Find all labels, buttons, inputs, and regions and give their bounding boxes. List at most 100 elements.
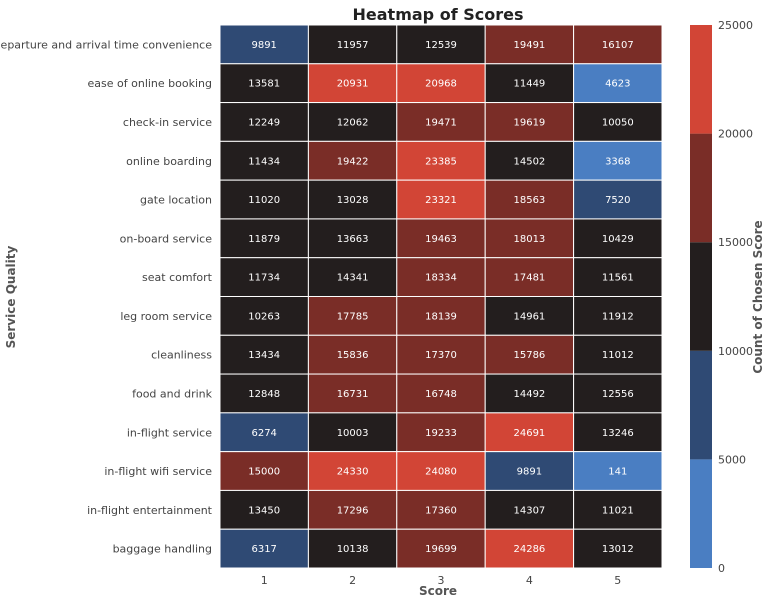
cell-value-label: 19233 — [425, 428, 457, 439]
row-label: in-flight entertainment — [87, 504, 213, 517]
row-label: check-in service — [123, 116, 212, 129]
heatmap-cell — [396, 528, 486, 569]
cell-value-label: 6274 — [251, 428, 276, 439]
cell-value-label: 9891 — [251, 40, 276, 51]
heatmap-cell — [396, 373, 486, 414]
cell-value-label: 14307 — [513, 505, 545, 516]
heatmap-cell — [219, 257, 309, 298]
colorbar — [690, 25, 712, 568]
cell-value-label: 17360 — [425, 505, 457, 516]
heatmap-cell — [573, 218, 663, 259]
cell-value-label: 17785 — [337, 311, 369, 322]
cell-value-label: 15836 — [337, 350, 369, 361]
cell-value-label: 16731 — [337, 389, 369, 400]
heatmap-cell — [307, 140, 398, 181]
cell-value-label: 10050 — [602, 117, 634, 128]
cell-value-label: 18563 — [513, 195, 545, 206]
cell-value-label: 15786 — [513, 350, 545, 361]
column-label: 1 — [261, 574, 268, 587]
cell-value-label: 13434 — [248, 350, 280, 361]
cell-value-label: 11021 — [602, 505, 634, 516]
heatmap-cell — [219, 412, 309, 453]
cell-value-label: 23385 — [425, 156, 457, 167]
chart-title: Heatmap of Scores — [353, 5, 524, 24]
row-labels: departure and arrival time convenience ea… — [0, 38, 213, 555]
heatmap-cell — [484, 373, 575, 414]
heatmap-cell — [396, 140, 486, 181]
cell-value-label: 20968 — [425, 79, 457, 90]
cell-value-label: 141 — [608, 467, 627, 478]
cell-value-label: 19471 — [425, 117, 457, 128]
column-label: 5 — [614, 574, 621, 587]
cell-value-label: 20931 — [337, 79, 369, 90]
heatmap-cell — [484, 140, 575, 181]
row-label: online boarding — [126, 155, 212, 168]
heatmap-cell — [219, 489, 309, 530]
cell-value-label: 11912 — [602, 311, 634, 322]
heatmap-cell — [219, 373, 309, 414]
row-label: ease of online booking — [88, 77, 212, 90]
heatmap-cell — [219, 296, 309, 336]
colorbar-ticks: 0 5000 10000 15000 20000 25000 — [718, 19, 753, 575]
colorbar-segment — [690, 242, 712, 351]
cell-value-label: 12848 — [248, 389, 280, 400]
column-labels: 1 2 3 4 5 — [261, 574, 622, 587]
cell-value-label: 11957 — [337, 40, 369, 51]
heatmap-cell — [396, 218, 486, 259]
cell-value-label: 11020 — [248, 195, 280, 206]
heatmap-cell — [573, 412, 663, 453]
heatmap-cell — [307, 373, 398, 414]
row-label: in-flight wifi service — [104, 465, 212, 478]
colorbar-segment — [690, 133, 712, 243]
cell-value-label: 19463 — [425, 234, 457, 245]
cell-value-label: 24330 — [337, 467, 369, 478]
row-label: in-flight service — [127, 426, 212, 439]
column-label: 2 — [349, 574, 356, 587]
row-label: gate location — [140, 194, 212, 207]
cell-value-label: 3368 — [605, 156, 630, 167]
heatmap-cell — [573, 334, 663, 375]
row-label: seat comfort — [142, 271, 213, 284]
heatmap-cell — [573, 140, 663, 181]
cell-value-label: 14502 — [513, 156, 545, 167]
heatmap-cell — [307, 334, 398, 375]
cell-value-label: 24691 — [513, 428, 545, 439]
cell-value-label: 13012 — [602, 544, 634, 555]
cell-value-label: 19699 — [425, 544, 457, 555]
heatmap-cells: 9891 11957 12539 19491 16107 13581 20931 20968 1… — [219, 24, 663, 569]
heatmap-cell — [219, 179, 309, 220]
cell-value-label: 10263 — [248, 311, 280, 322]
cell-value-label: 14961 — [513, 311, 545, 322]
cell-value-label: 19619 — [513, 117, 545, 128]
cell-value-label: 24286 — [513, 544, 545, 555]
cell-value-label: 23321 — [425, 195, 457, 206]
colorbar-tick-label: 15000 — [718, 236, 753, 249]
colorbar-tick-label: 25000 — [718, 19, 753, 32]
heatmap-cell — [219, 140, 309, 181]
heatmap-cell — [307, 24, 398, 65]
cell-value-label: 7520 — [605, 195, 630, 206]
cell-value-label: 11561 — [602, 273, 634, 284]
heatmap-cell — [307, 528, 398, 569]
colorbar-tick-label: 0 — [718, 562, 725, 575]
colorbar-label: Count of Chosen Score — [751, 220, 765, 373]
row-label: on-board service — [120, 232, 213, 245]
cell-value-label: 12062 — [337, 117, 369, 128]
heatmap-cell — [484, 451, 575, 491]
x-axis-label: Score — [419, 584, 457, 598]
heatmap-cell — [396, 179, 486, 220]
heatmap-cell — [396, 63, 486, 104]
heatmap-cell — [484, 412, 575, 453]
cell-value-label: 19422 — [337, 156, 369, 167]
heatmap-cell — [484, 528, 575, 569]
colorbar-segment — [690, 25, 712, 134]
cell-value-label: 6317 — [251, 544, 276, 555]
colorbar-tick-label: 20000 — [718, 128, 753, 141]
heatmap-cell — [484, 218, 575, 259]
column-label: 3 — [438, 574, 445, 587]
heatmap-cell — [307, 179, 398, 220]
column-label: 4 — [526, 574, 533, 587]
row-label: cleanliness — [151, 349, 212, 362]
heatmap-cell — [307, 296, 398, 336]
cell-value-label: 12539 — [425, 40, 457, 51]
